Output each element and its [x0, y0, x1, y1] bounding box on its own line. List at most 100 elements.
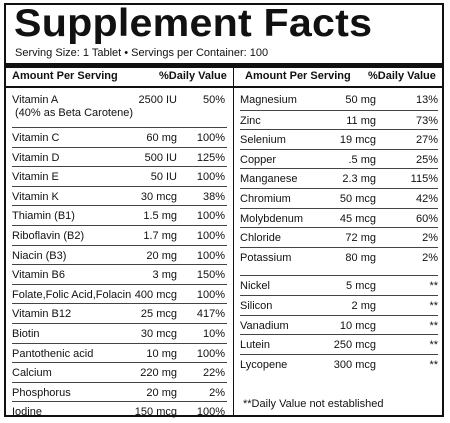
nutrient-row: Vitamin D 500 IU 125%	[12, 146, 227, 167]
nutrient-row: Silicon 2 mg **	[240, 295, 438, 315]
nutrient-name: Chloride	[240, 232, 281, 245]
nutrient-name: Zinc	[240, 114, 261, 127]
nutrient-row: Iodine 150 mcg 100%	[12, 401, 227, 421]
nutrient-daily-value: 100%	[196, 230, 225, 242]
serving-info: Serving Size: 1 Tablet • Servings per Co…	[15, 47, 269, 59]
left-dv-header: %Daily Value	[159, 70, 227, 82]
nutrient-row: Thiamin (B1) 1.5 mg 100%	[12, 205, 227, 225]
nutrient-name: Lutein	[240, 339, 270, 352]
nutrient-name: Nickel	[240, 280, 270, 293]
nutrient-row: Riboflavin (B2) 1.7 mg 100%	[12, 225, 227, 245]
supplement-facts-panel: Supplement Facts Serving Size: 1 Tablet …	[4, 2, 444, 420]
nutrient-amount: 30 mcg	[140, 190, 177, 203]
nutrient-amount: 30 mcg	[140, 328, 177, 340]
nutrient-daily-value: 115%	[410, 173, 438, 186]
nutrient-daily-value: 2%	[422, 232, 438, 245]
nutrient-amount: 250 mcg	[333, 339, 376, 352]
nutrient-amount: .5 mg	[348, 153, 376, 166]
nutrient-daily-value: 125%	[196, 151, 225, 164]
footnote: **Daily Value not established	[243, 398, 384, 410]
nutrient-amount: 2 mg	[351, 300, 376, 312]
nutrient-amount: 300 mcg	[333, 358, 376, 371]
nutrient-row: Copper .5 mg 25%	[240, 148, 438, 169]
nutrient-name: Potassium	[240, 251, 292, 264]
nutrient-row: Calcium 220 mg 22%	[12, 362, 227, 382]
nutrient-name: Iodine	[12, 406, 42, 419]
nutrient-daily-value: 73%	[415, 114, 438, 127]
nutrient-daily-value: 100%	[196, 347, 225, 360]
nutrient-name: Vitamin D	[12, 151, 60, 164]
nutrient-name: Calcium	[12, 367, 52, 380]
column-divider	[233, 68, 234, 417]
nutrient-name: Selenium	[240, 134, 286, 147]
nutrient-daily-value: **	[429, 358, 438, 371]
nutrient-daily-value: 27%	[415, 134, 438, 147]
nutrient-amount: 50 mg	[345, 94, 376, 106]
nutrient-amount: 1.5 mg	[143, 210, 177, 223]
nutrient-daily-value: 13%	[415, 94, 438, 106]
nutrient-name: Chromium	[240, 193, 291, 205]
nutrient-name: Vitamin C	[12, 132, 60, 144]
nutrient-amount: 500 IU	[144, 151, 177, 164]
nutrient-name: Vitamin B6	[12, 269, 65, 282]
nutrient-row: Manganese 2.3 mg 115%	[240, 168, 438, 188]
nutrient-amount: 10 mg	[146, 347, 177, 360]
nutrient-row: Folate,Folic Acid,Folacin 400 mcg 100%	[12, 283, 227, 304]
right-nutrient-list: Magnesium 50 mg 13% Zinc 11 mg 73% Selenium 19 …	[240, 90, 438, 420]
nutrient-row: Vitamin B6 3 mg 150%	[12, 264, 227, 284]
nutrient-name: Riboflavin (B2)	[12, 230, 85, 242]
nutrient-amount: 150 mcg	[134, 406, 177, 419]
nutrient-amount: 1.7 mg	[143, 230, 177, 242]
nutrient-amount: 10 mcg	[339, 319, 376, 332]
nutrient-row: Vitamin C 60 mg 100%	[12, 127, 227, 147]
nutrient-row: Molybdenum 45 mcg 60%	[240, 207, 438, 228]
nutrient-daily-value: 42%	[415, 193, 438, 205]
nutrient-name: Manganese	[240, 173, 298, 186]
nutrient-amount: 2.3 mg	[342, 173, 376, 186]
nutrient-daily-value: 38%	[202, 190, 225, 203]
nutrient-amount: 45 mcg	[339, 212, 376, 225]
nutrient-row: Vanadium 10 mcg **	[240, 314, 438, 335]
nutrient-amount: 11 mg	[346, 114, 376, 127]
nutrient-name: Vanadium	[240, 319, 289, 332]
nutrient-name: Silicon	[240, 300, 273, 312]
nutrient-daily-value: 100%	[196, 406, 225, 419]
nutrient-name: Magnesium	[240, 94, 297, 106]
nutrient-daily-value: 2%	[422, 251, 438, 264]
nutrient-amount: 72 mg	[345, 232, 376, 245]
nutrient-daily-value: 100%	[196, 210, 225, 223]
nutrient-row: Nickel 5 mcg **	[240, 275, 438, 295]
nutrient-amount: 20 mg	[146, 249, 177, 262]
nutrient-amount: 3 mg	[152, 269, 177, 282]
nutrient-row: Selenium 19 mcg 27%	[240, 129, 438, 149]
nutrient-daily-value: **	[429, 319, 438, 332]
nutrient-row: Potassium 80 mg 2%	[240, 246, 438, 267]
nutrient-row: Vitamin B12 25 mcg 417%	[12, 303, 227, 323]
nutrient-daily-value: 22%	[202, 367, 225, 380]
nutrient-name: Vitamin E	[12, 171, 59, 184]
nutrient-daily-value: 2%	[209, 386, 225, 399]
nutrient-daily-value: 150%	[196, 269, 225, 282]
nutrient-row: Vitamin E 50 IU 100%	[12, 166, 227, 186]
nutrient-amount: 80 mg	[345, 251, 376, 264]
nutrient-amount: 19 mcg	[339, 134, 376, 147]
nutrient-subnote: (40% as Beta Carotene)	[15, 107, 134, 119]
right-amount-header: Amount Per Serving	[245, 70, 351, 82]
nutrient-daily-value: 417%	[196, 308, 225, 321]
nutrient-name: Vitamin B12	[12, 308, 72, 321]
right-dv-header: %Daily Value	[368, 70, 436, 82]
nutrient-amount: 50 IU	[150, 171, 177, 184]
nutrient-daily-value: 25%	[415, 153, 438, 166]
nutrient-daily-value: **	[429, 300, 438, 312]
nutrient-row: Chloride 72 mg 2%	[240, 227, 438, 247]
nutrient-daily-value: 10%	[202, 328, 225, 340]
nutrient-name: Pantothenic acid	[12, 347, 94, 360]
nutrient-row: Niacin (B3) 20 mg 100%	[12, 244, 227, 265]
nutrient-daily-value: 100%	[196, 249, 225, 262]
nutrient-name: Biotin	[12, 328, 40, 340]
nutrient-name: Folate,Folic Acid,Folacin	[12, 288, 132, 301]
nutrient-amount: 5 mcg	[346, 280, 376, 293]
nutrient-name: Thiamin (B1)	[12, 210, 75, 223]
nutrient-amount: 60 mg	[146, 132, 177, 144]
nutrient-daily-value: **	[429, 280, 438, 293]
